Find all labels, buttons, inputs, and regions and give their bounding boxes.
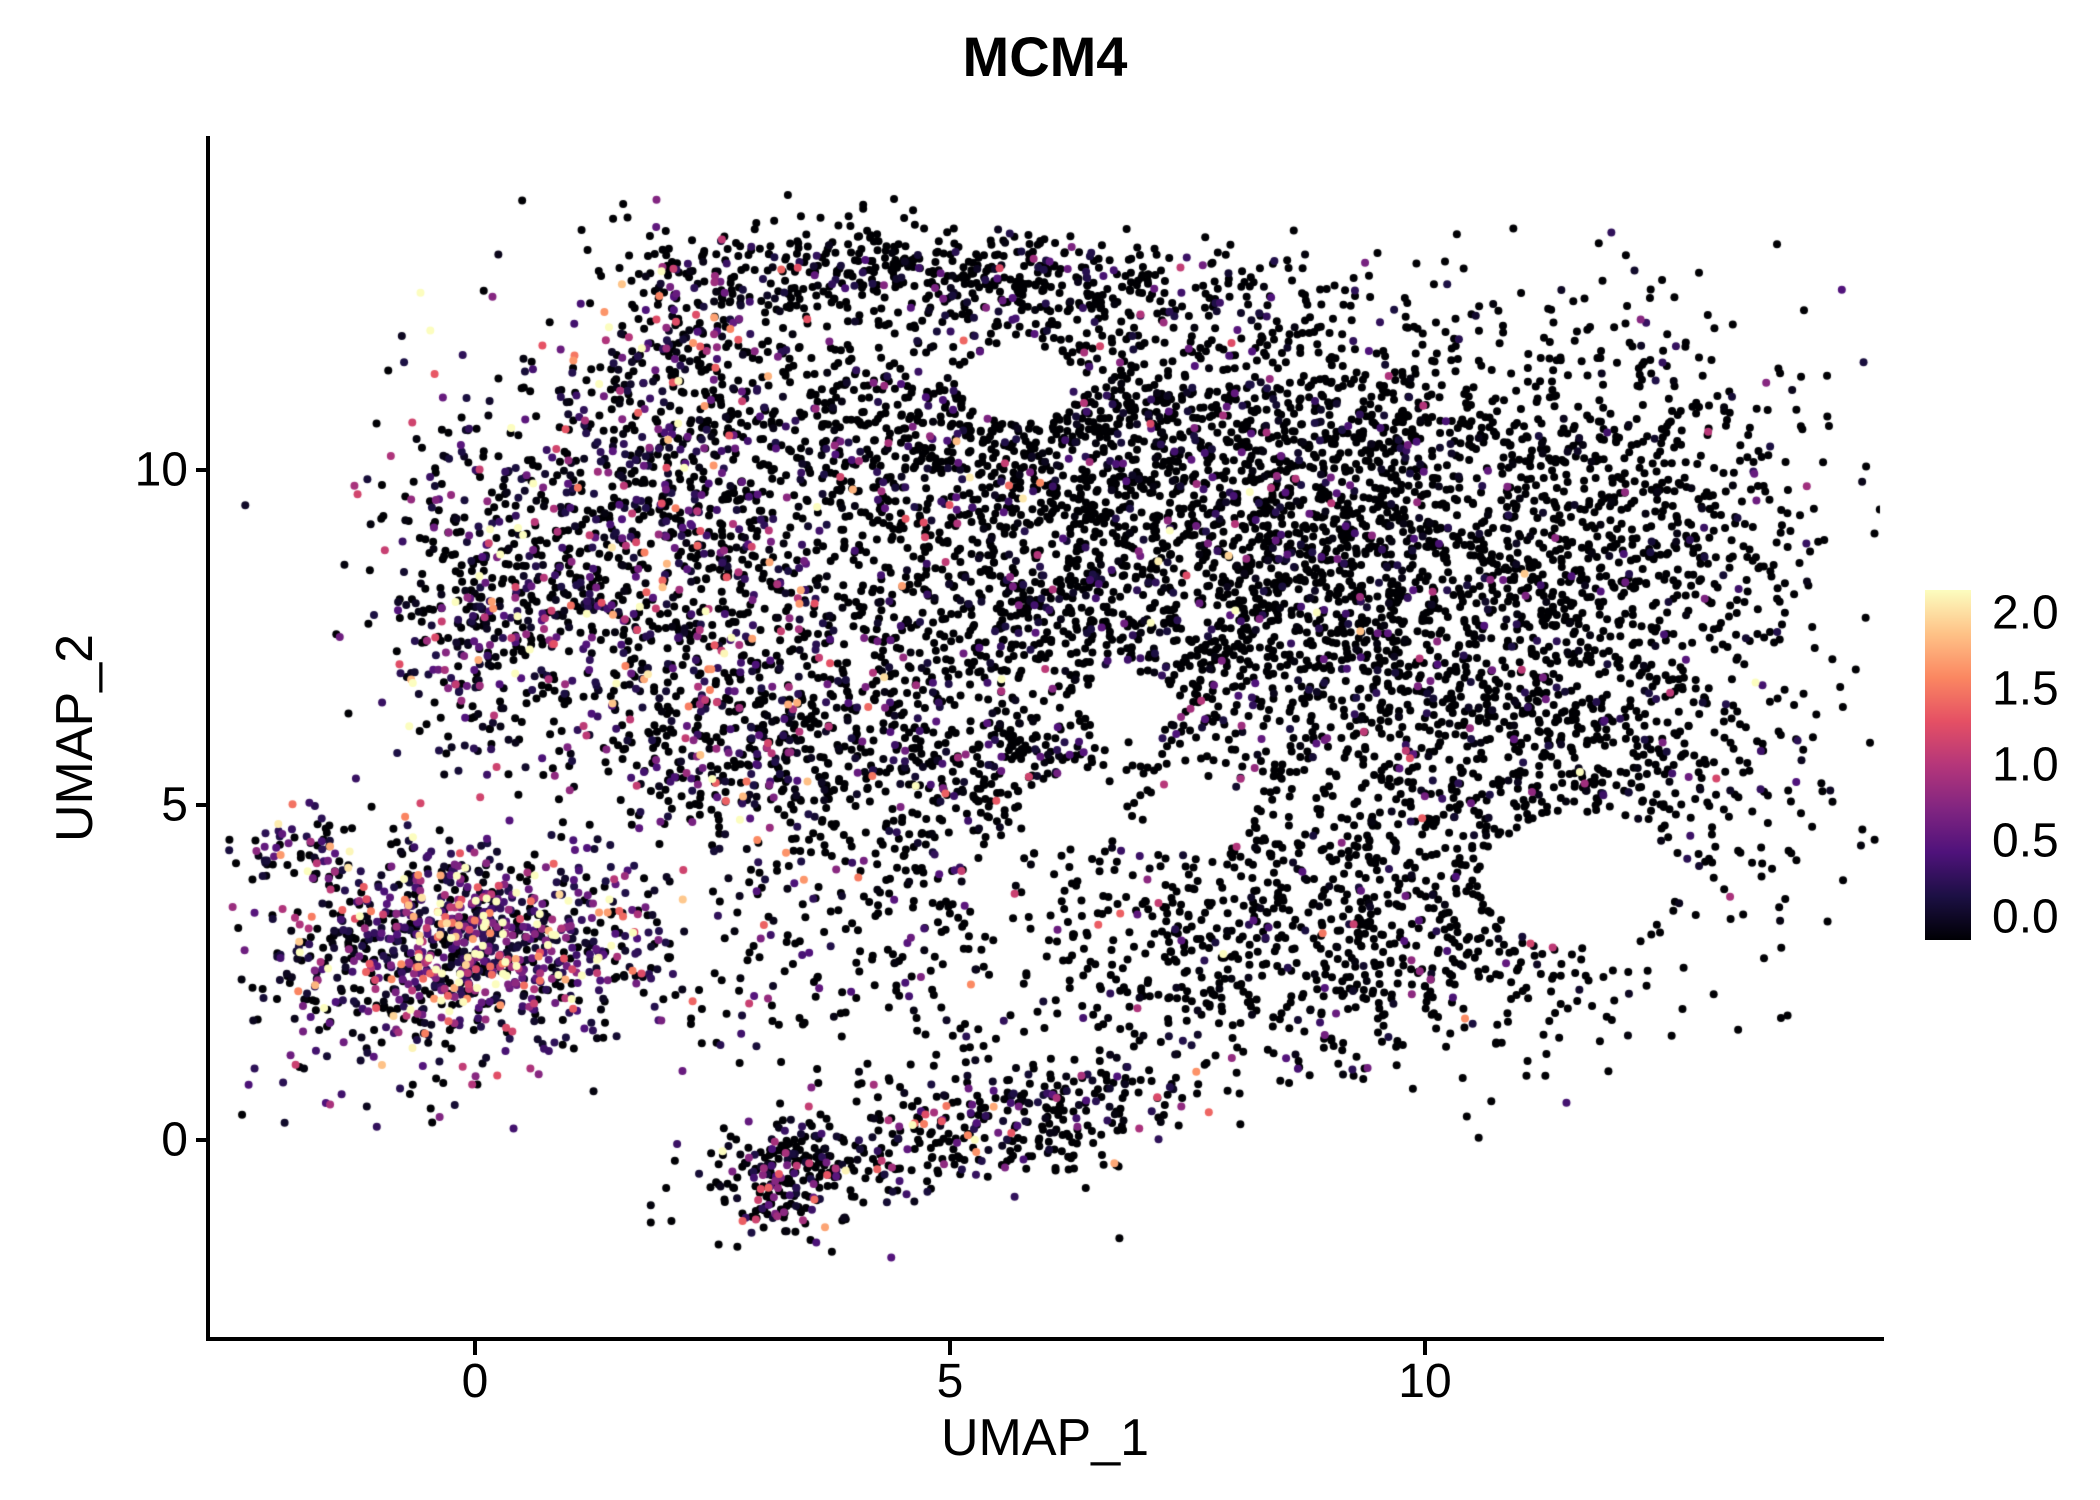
chart-title: MCM4 [962,25,1128,88]
colorbar-tick-label: 2.0 [1992,586,2059,640]
y-tick-mark [196,1138,210,1142]
colorbar-tick-label: 1.0 [1992,738,2059,792]
x-tick-mark [948,1341,952,1355]
colorbar-tick-label: 0.0 [1992,890,2059,944]
x-axis-label: UMAP_1 [940,1409,1150,1467]
colorbar-tick-label: 1.5 [1992,662,2059,716]
y-tick-mark [196,803,210,807]
y-tick-label: 5 [161,778,188,832]
y-axis-line [206,136,210,1341]
x-tick-mark [1423,1341,1427,1355]
colorbar-tick-label: 0.5 [1992,814,2059,868]
x-tick-mark [473,1341,477,1355]
y-tick-label: 10 [134,443,188,497]
expression-colorbar [1925,590,1971,940]
x-tick-label: 5 [936,1355,964,1408]
x-axis-line [206,1337,1884,1341]
y-tick-mark [196,468,210,472]
x-tick-label: 0 [461,1355,489,1408]
y-tick-label: 0 [161,1113,188,1167]
x-tick-label: 10 [1398,1355,1452,1408]
y-axis-label: UMAP_2 [46,633,104,843]
